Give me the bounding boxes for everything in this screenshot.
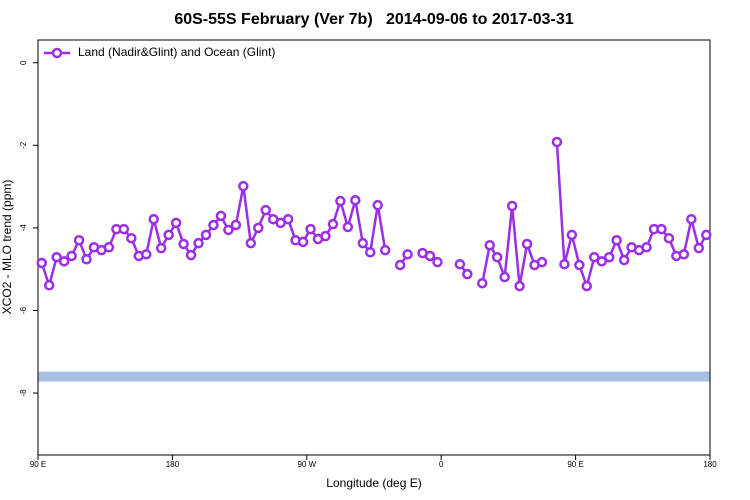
legend-marker [51,47,63,59]
data-point [514,280,525,292]
y-tick-label: -8 [19,389,28,397]
data-point [163,229,174,241]
data-point [484,239,495,251]
x-tick-label: 180 [703,460,717,469]
data-point [357,237,369,249]
data-point [335,195,346,207]
x-axis-label: Longitude (deg E) [326,476,421,490]
data-point [342,221,354,233]
y-tick-label: -6 [19,306,28,314]
data-point [663,232,675,244]
data-point [574,259,585,271]
data-point [596,256,607,267]
data-point [245,237,257,249]
data-point [551,136,563,148]
x-tick-label: 90 W [297,460,316,469]
data-point [611,235,622,246]
data-point [536,256,548,268]
data-point [581,280,593,292]
data-point [686,213,697,225]
data-point [350,194,361,206]
data-point [215,210,227,222]
data-point [656,223,667,235]
data-point [126,232,137,244]
reference-band [38,371,710,382]
data-point [36,257,47,269]
data-point [200,229,212,241]
data-point [118,223,130,235]
data-point [43,280,55,291]
data-point [282,213,294,225]
data-point [185,249,197,261]
data-point [693,242,705,254]
data-point [402,249,413,260]
data-point [193,237,204,249]
data-point [297,236,309,248]
data-point [477,277,488,289]
data-point [327,218,339,230]
data-point [238,180,249,192]
data-point [559,258,570,270]
y-tick-label: -2 [19,141,28,149]
data-point [170,217,182,229]
data-point [641,242,652,253]
data-point [320,230,331,242]
data-point [379,244,391,256]
data-point [305,223,316,235]
data-point [141,249,152,260]
data-point [372,199,383,211]
data-point [394,259,406,271]
data-point [424,250,436,262]
data-point [506,200,518,212]
series-line [40,141,708,291]
data-point [66,250,77,262]
data-point [432,256,443,268]
data-point [178,238,189,250]
data-point [51,251,62,263]
y-tick-label: 0 [19,60,28,65]
data-point [223,224,234,236]
data-point [148,213,159,225]
data-point [701,229,712,241]
y-axis-label: XCO2 - MLO trend (ppm) [0,180,14,315]
chart-title: 60S-55S February (Ver 7b) 2014-09-06 to … [174,11,573,28]
data-point [462,268,473,280]
data-point [73,235,85,246]
data-point [603,251,615,263]
data-point [58,256,70,267]
y-tick-label: -4 [19,224,28,232]
data-point [155,242,167,254]
data-point [521,238,533,250]
data-point [566,229,578,241]
x-tick-label: 180 [166,460,180,469]
x-tick-label: 90 E [30,460,46,469]
x-tick-label: 0 [439,460,444,469]
data-point [618,254,630,266]
data-point [365,246,376,258]
data-point [260,204,271,216]
x-tick-label: 90 E [567,460,583,469]
data-point [230,219,242,231]
data-point [678,249,690,260]
data-point [499,271,510,283]
data-point [81,254,92,265]
data-point [589,251,600,263]
data-point [208,219,219,231]
data-point [253,222,264,234]
data-point [103,242,115,253]
data-point [491,251,503,263]
legend-label: Land (Nadir&Glint) and Ocean (Glint) [78,45,275,59]
data-point [454,258,466,270]
plot-frame [37,39,711,456]
